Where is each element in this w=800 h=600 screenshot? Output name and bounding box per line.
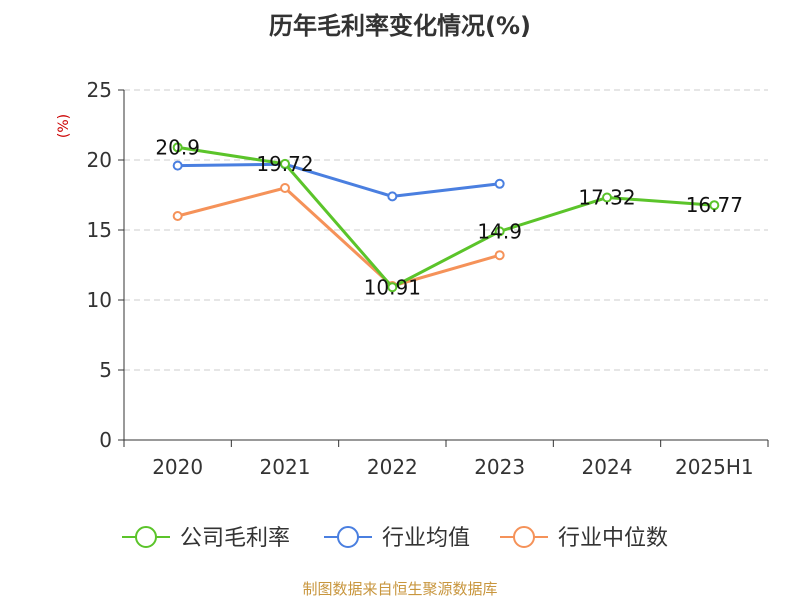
data-point (494, 178, 505, 189)
legend-marker (513, 526, 535, 548)
x-tick-label: 2021 (260, 455, 311, 479)
series-line (177, 145, 715, 289)
data-label: 10.91 (364, 275, 421, 299)
x-tick-label: 2022 (367, 455, 418, 479)
data-label: 17.32 (578, 186, 635, 210)
data-point (494, 226, 505, 237)
chart-title: 历年毛利率变化情况(%) (269, 12, 531, 40)
x-tick-label: 2020 (152, 455, 203, 479)
legend-label: 行业中位数 (558, 526, 668, 551)
y-axis-label: (%) (56, 114, 72, 138)
x-tick-label: 2025H1 (675, 455, 754, 479)
data-label: 19.72 (256, 152, 313, 176)
y-tick-label: 0 (99, 428, 112, 452)
data-point (709, 200, 720, 211)
x-tick-label: 2023 (474, 455, 525, 479)
series-line (177, 162, 500, 198)
legend-marker (337, 526, 359, 548)
data-point (280, 183, 290, 193)
data-point (172, 160, 183, 171)
data-point (494, 250, 505, 261)
y-tick-label: 25 (87, 78, 112, 102)
data-point (172, 211, 183, 221)
legend-marker (135, 526, 157, 548)
legend-label: 行业均值 (382, 526, 470, 551)
legend-label: 公司毛利率 (180, 526, 290, 551)
y-tick-label: 20 (87, 148, 112, 172)
data-point (280, 158, 290, 169)
data-point (387, 191, 398, 202)
data-label: 16.77 (686, 193, 743, 217)
x-tick-label: 2024 (582, 455, 633, 479)
data-point (172, 142, 183, 153)
data-point (387, 282, 398, 293)
series-line (177, 186, 501, 288)
data-label: 14.9 (477, 219, 522, 243)
y-tick-label: 10 (87, 288, 112, 312)
y-tick-label: 5 (99, 358, 112, 382)
data-label: 20.9 (155, 135, 200, 159)
source-note: 制图数据来自恒生聚源数据库 (302, 580, 498, 598)
data-point (602, 192, 612, 203)
y-tick-label: 15 (87, 218, 112, 242)
